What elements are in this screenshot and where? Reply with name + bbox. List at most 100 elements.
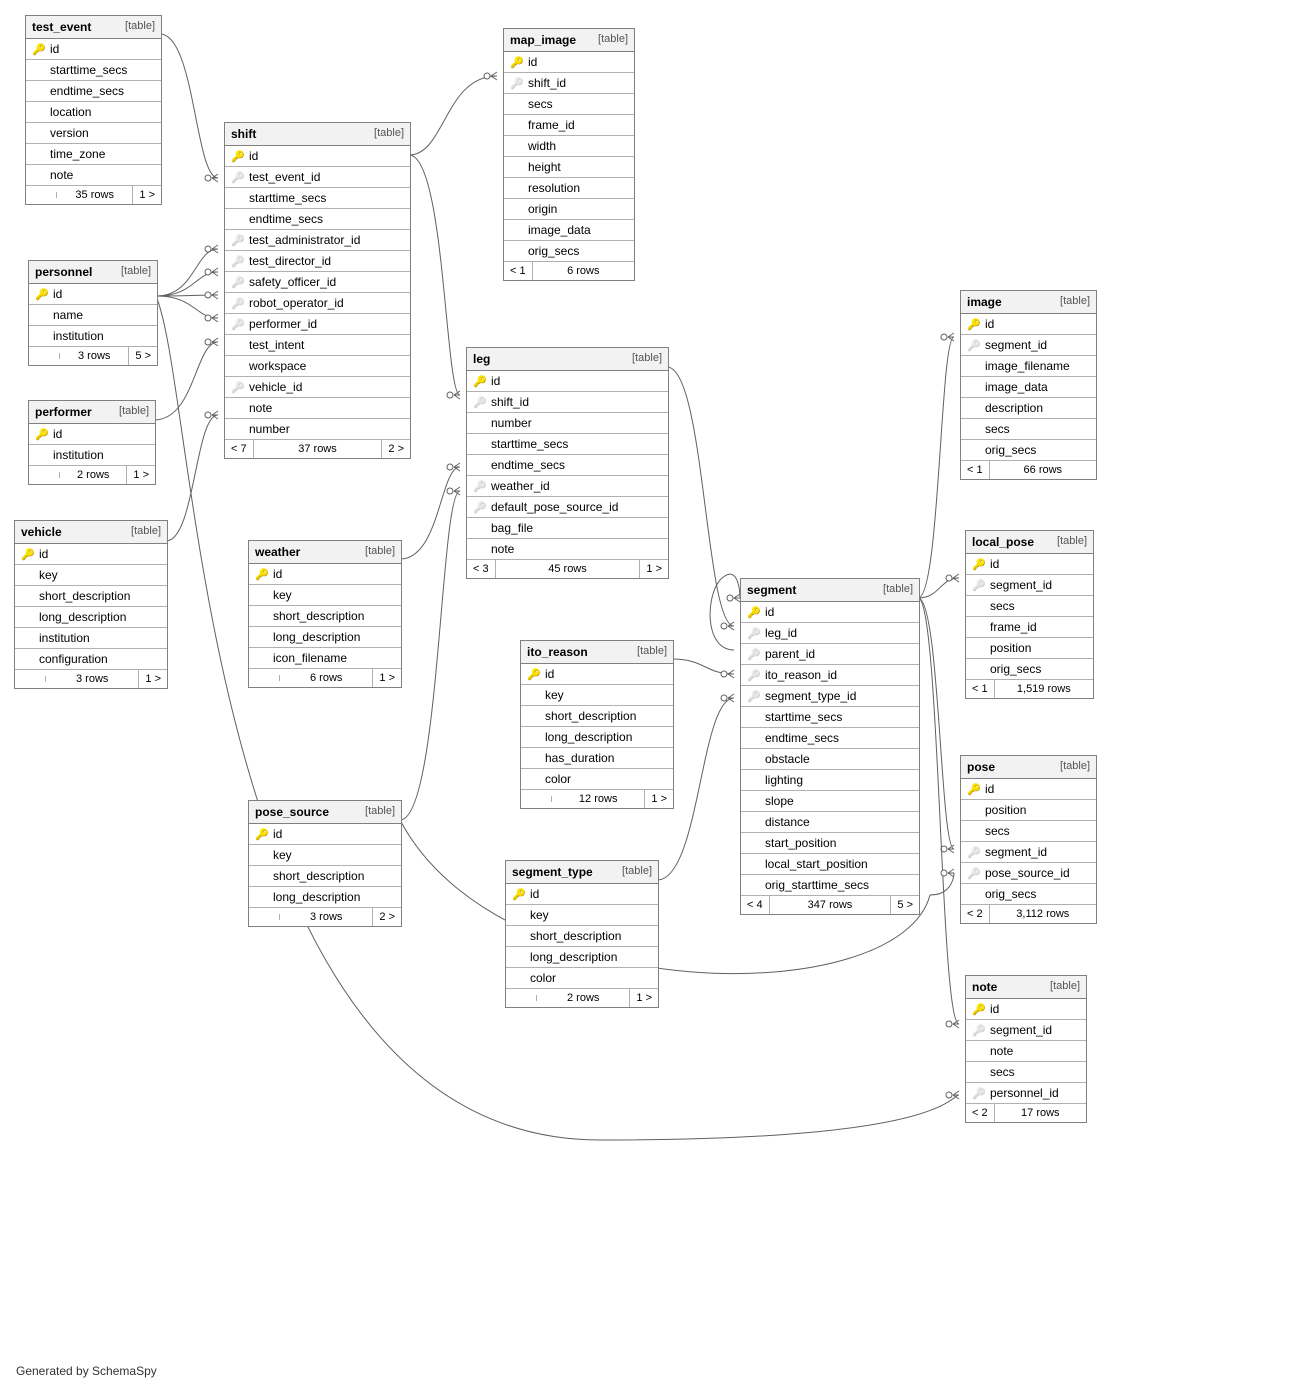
column-name: local_start_position	[765, 857, 868, 871]
column-name: endtime_secs	[491, 458, 565, 472]
table-type-label: [table]	[637, 645, 667, 659]
column-row: 🔑performer_id	[225, 314, 410, 335]
column-name: key	[273, 588, 292, 602]
column-name: segment_id	[990, 1023, 1052, 1037]
column-name: id	[273, 827, 282, 841]
column-name: time_zone	[50, 147, 105, 161]
column-name: shift_id	[491, 395, 529, 409]
column-row: endtime_secs	[225, 209, 410, 230]
column-name: origin	[528, 202, 557, 216]
column-name: secs	[985, 422, 1010, 436]
column-name: id	[273, 567, 282, 581]
footer-in-count: < 4	[741, 896, 770, 914]
column-name: starttime_secs	[50, 63, 127, 77]
table-name: image	[967, 295, 1002, 309]
table-vehicle: vehicle[table]🔑idkeyshort_descriptionlon…	[14, 520, 168, 689]
column-row: 🔑test_event_id	[225, 167, 410, 188]
column-name: long_description	[545, 730, 632, 744]
column-name: image_data	[528, 223, 591, 237]
column-name: pose_source_id	[985, 866, 1070, 880]
column-row: orig_secs	[966, 659, 1093, 680]
column-row: 🔑shift_id	[467, 392, 668, 413]
column-name: long_description	[273, 890, 360, 904]
column-row: has_duration	[521, 748, 673, 769]
column-row: institution	[29, 445, 155, 466]
column-name: image_filename	[985, 359, 1070, 373]
table-shift: shift[table]🔑id🔑test_event_idstarttime_s…	[224, 122, 411, 459]
column-row: note	[26, 165, 161, 186]
footer-in-count: < 7	[225, 440, 254, 458]
footer-row-count: 6 rows	[533, 262, 634, 280]
table-type-label: [table]	[365, 545, 395, 559]
column-row: note	[966, 1041, 1086, 1062]
column-name: frame_id	[528, 118, 575, 132]
table-name: pose	[967, 760, 995, 774]
foreign-key-icon: 🔑	[967, 846, 981, 859]
column-name: note	[50, 168, 73, 182]
table-name: leg	[473, 352, 490, 366]
column-name: endtime_secs	[249, 212, 323, 226]
column-row: resolution	[504, 178, 634, 199]
table-segment_type: segment_type[table]🔑idkeyshort_descripti…	[505, 860, 659, 1008]
primary-key-icon: 🔑	[473, 375, 487, 388]
table-type-label: [table]	[119, 405, 149, 419]
column-name: position	[990, 641, 1031, 655]
column-name: id	[528, 55, 537, 69]
footer-row-count: 35 rows	[57, 186, 133, 204]
column-name: segment_id	[990, 578, 1052, 592]
footer-row-count: 3 rows	[60, 347, 129, 365]
column-row: 🔑 leg_id	[741, 623, 919, 644]
table-footer: < 4347 rows5 >	[741, 896, 919, 914]
foreign-key-icon: 🔑	[972, 1024, 986, 1037]
table-footer: 2 rows1 >	[29, 466, 155, 484]
foreign-key-icon: 🔑	[231, 234, 245, 247]
column-row: frame_id	[504, 115, 634, 136]
column-name: weather_id	[491, 479, 550, 493]
table-pose_source: pose_source[table]🔑idkeyshort_descriptio…	[248, 800, 402, 927]
table-local_pose: local_pose[table]🔑id🔑segment_idsecsframe…	[965, 530, 1094, 699]
foreign-key-icon: 🔑	[972, 579, 986, 592]
table-header: ito_reason[table]	[521, 641, 673, 664]
primary-key-icon: 🔑	[255, 568, 269, 581]
table-type-label: [table]	[598, 33, 628, 47]
table-name: performer	[35, 405, 92, 419]
column-row: 🔑default_pose_source_id	[467, 497, 668, 518]
column-row: secs	[966, 1062, 1086, 1083]
column-row: lighting	[741, 770, 919, 791]
table-footer: 3 rows1 >	[15, 670, 167, 688]
column-row: number	[467, 413, 668, 434]
column-name: note	[491, 542, 514, 556]
column-row: 🔑vehicle_id	[225, 377, 410, 398]
table-header: personnel[table]	[29, 261, 157, 284]
column-row: endtime_secs	[741, 728, 919, 749]
column-name: short_description	[545, 709, 636, 723]
table-footer: < 16 rows	[504, 262, 634, 280]
column-row: long_description	[506, 947, 658, 968]
column-name: key	[530, 908, 549, 922]
column-row: height	[504, 157, 634, 178]
column-row: 🔑pose_source_id	[961, 863, 1096, 884]
column-name: test_administrator_id	[249, 233, 360, 247]
column-name: long_description	[39, 610, 126, 624]
column-name: leg_id	[765, 626, 797, 640]
footer-row-count: 6 rows	[280, 669, 373, 687]
table-header: shift[table]	[225, 123, 410, 146]
column-row: starttime_secs	[26, 60, 161, 81]
column-row: secs	[966, 596, 1093, 617]
column-row: long_description	[249, 887, 401, 908]
primary-key-icon: 🔑	[255, 828, 269, 841]
footer-row-count: 2 rows	[537, 989, 630, 1007]
footer-row-count: 347 rows	[770, 896, 892, 914]
foreign-key-icon: 🔑	[747, 627, 761, 640]
column-row: secs	[961, 419, 1096, 440]
column-name: version	[50, 126, 89, 140]
table-header: leg[table]	[467, 348, 668, 371]
footer-out-count: 1 >	[127, 466, 155, 484]
column-name: orig_secs	[985, 887, 1036, 901]
column-name: number	[491, 416, 532, 430]
table-name: segment_type	[512, 865, 593, 879]
column-row: 🔑safety_officer_id	[225, 272, 410, 293]
table-header: weather[table]	[249, 541, 401, 564]
column-row: image_data	[961, 377, 1096, 398]
column-name: orig_secs	[990, 662, 1041, 676]
